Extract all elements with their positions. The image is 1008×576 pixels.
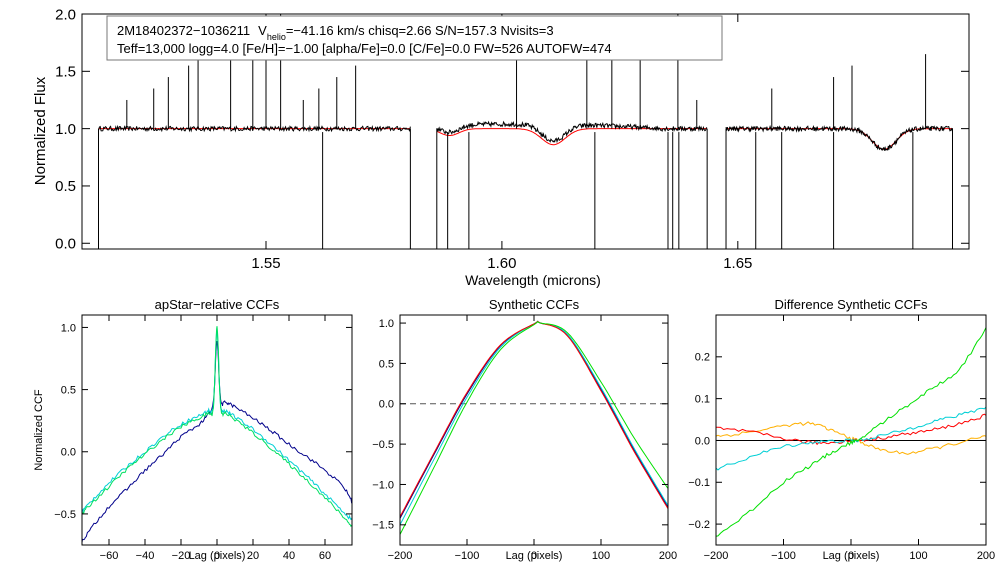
synthetic-ccf-axes: −200 −100 0 100 200 −1.5 −1.0 −0.5 0.0 0.5 1.0 — [372, 315, 677, 562]
y-tick-label: 0.1 — [695, 393, 710, 405]
x-tick-label: 60 — [319, 550, 331, 562]
difference-ccf-data — [715, 327, 987, 537]
apstar-ccf-axes: −60 −40 −20 0 20 40 60 −0.5 0.0 0.5 1.0 — [54, 315, 352, 562]
spectrum-annotation-line1: 2M18402372−1036211 Vhelio=−41.16 km/s chi… — [117, 23, 554, 42]
x-tick-label: 40 — [283, 550, 295, 562]
y-tick-label: 1.0 — [61, 322, 76, 334]
x-tick-label: 200 — [977, 550, 995, 562]
x-tick-label: 1.55 — [251, 255, 280, 272]
y-tick-label: −0.1 — [688, 477, 710, 489]
annotation-vhelio-sub: helio — [267, 32, 286, 42]
y-tick-label: 1.5 — [55, 64, 76, 81]
x-tick-label: 100 — [909, 550, 927, 562]
x-tick-label: 0 — [531, 550, 537, 562]
y-tick-label: −1.0 — [372, 479, 394, 491]
y-tick-label: 1.0 — [379, 318, 394, 330]
x-tick-label: 100 — [592, 550, 610, 562]
spectrum-panel: 1.55 1.60 1.65 0.0 0.5 1.0 1.5 2.0 2M18402372−1… — [32, 6, 970, 288]
spectrum-xlabel: Wavelength (microns) — [465, 272, 601, 288]
y-tick-label: 0.2 — [695, 352, 710, 364]
spectrum-model-line — [436, 128, 708, 146]
apstar-ccf-data — [81, 326, 353, 543]
y-tick-label: 1.0 — [55, 121, 76, 138]
synthetic-ccf-panel: Synthetic CCFs −200 −100 0 100 200 −1.5 −1.0 −0… — [372, 297, 677, 562]
x-tick-label: −60 — [100, 550, 119, 562]
annotation-line1-rest: =−41.16 km/s chisq=2.66 S/N=157.3 Nvisit… — [286, 23, 554, 38]
y-tick-label: −0.5 — [372, 439, 394, 451]
y-tick-label: 0.0 — [55, 236, 76, 253]
y-tick-label: 0.5 — [379, 358, 394, 370]
apstar-ccf-ylabel: Normalized CCF — [33, 389, 45, 471]
x-tick-label: 1.60 — [487, 255, 516, 272]
x-tick-label: −20 — [172, 550, 191, 562]
y-tick-label: −0.5 — [54, 509, 76, 521]
y-tick-label: 0.0 — [379, 399, 394, 411]
y-tick-label: 0.0 — [61, 447, 76, 459]
x-tick-label: 1.65 — [723, 255, 752, 272]
difference-ccf-title: Difference Synthetic CCFs — [775, 297, 928, 312]
annotation-star-id: 2M18402372−1036211 — [117, 23, 250, 38]
spectrum-axes: 1.55 1.60 1.65 0.0 0.5 1.0 1.5 2.0 — [55, 6, 969, 272]
apstar-ccf-title: apStar−relative CCFs — [155, 297, 280, 312]
spectrum-ylabel: Normalized Flux — [32, 76, 49, 185]
apstar-ccf-panel: apStar−relative CCFs −60 −40 −20 0 20 40 60 −0.… — [33, 297, 353, 562]
ccf-series-visit-1 — [81, 340, 353, 543]
y-tick-label: 0.0 — [695, 435, 710, 447]
spectrum-observed-line — [725, 124, 953, 152]
spectrum-observed-line — [98, 124, 411, 133]
x-tick-label: 0 — [214, 550, 220, 562]
synthetic-ccf-title: Synthetic CCFs — [489, 297, 580, 312]
ccf-series-visit-3 — [81, 326, 353, 527]
ccf-series-diff-orange — [715, 421, 987, 455]
x-tick-label: 200 — [659, 550, 677, 562]
synthetic-ccf-data — [399, 320, 669, 535]
spectrum-annotation-box — [106, 15, 723, 61]
x-tick-label: −200 — [704, 550, 729, 562]
x-tick-label: 0 — [848, 550, 854, 562]
ccf-series-diff-green — [715, 327, 987, 537]
y-tick-label: 2.0 — [55, 6, 76, 23]
difference-ccf-axes: −200 −100 0 100 200 −0.2 −0.1 0.0 0.1 0.2 — [688, 315, 995, 562]
annotation-vhelio-label: V — [258, 23, 267, 38]
y-tick-label: 0.5 — [61, 384, 76, 396]
spectrum-frame — [81, 13, 970, 250]
x-tick-label: 20 — [247, 550, 259, 562]
spectrum-annotation-line2: Teff=13,000 logg=4.0 [Fe/H]=−1.00 [alpha… — [117, 41, 612, 56]
synthetic-ccf-xlabel: Lag (pixels) — [506, 550, 563, 562]
x-tick-label: −40 — [136, 550, 155, 562]
difference-ccf-xlabel: Lag (pixels) — [823, 550, 880, 562]
spectrum-observed-line — [436, 120, 708, 144]
x-tick-label: −100 — [771, 550, 796, 562]
y-tick-label: −1.5 — [372, 520, 394, 532]
ccf-series-synthetic-4 — [399, 321, 669, 535]
y-tick-label: −0.2 — [688, 519, 710, 531]
y-tick-label: 0.5 — [55, 178, 76, 195]
difference-ccf-panel: Difference Synthetic CCFs −200 −100 0 100 20… — [688, 297, 995, 562]
apstar-ccf-xlabel: Lag (pixels) — [189, 550, 246, 562]
x-tick-label: −100 — [455, 550, 480, 562]
x-tick-label: −200 — [388, 550, 413, 562]
